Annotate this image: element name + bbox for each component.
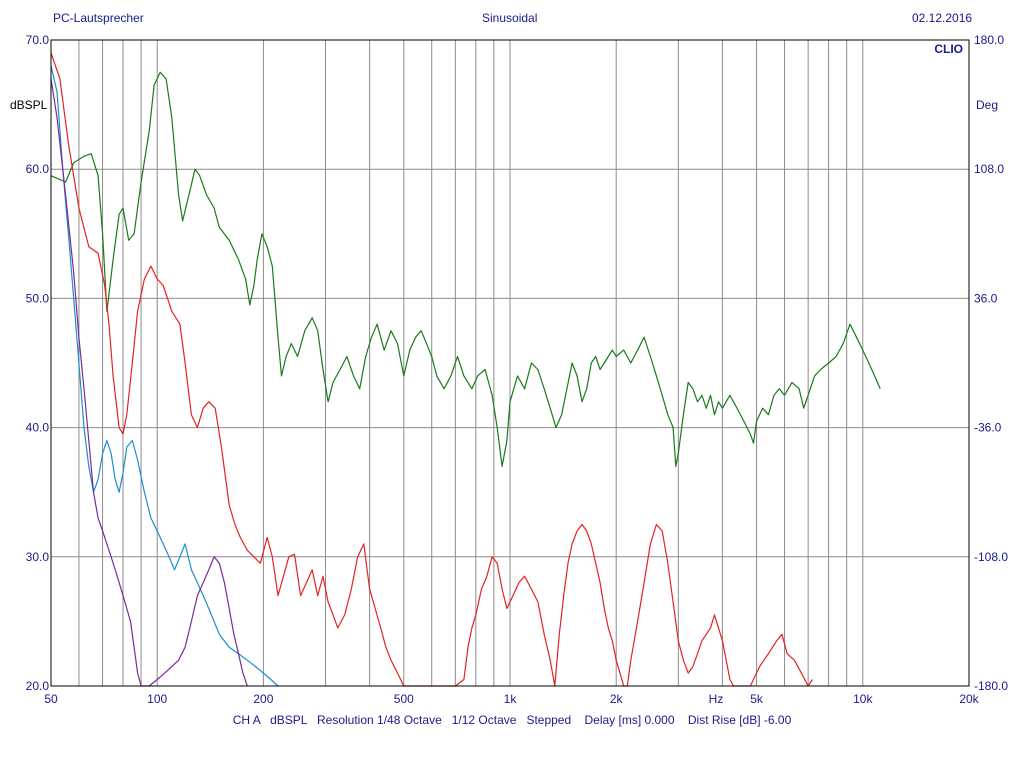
series-line — [50, 52, 813, 687]
x-tick-label: 50 — [44, 692, 58, 706]
y2-tick-label: 36.0 — [974, 291, 998, 305]
y2-tick-label: 108.0 — [974, 162, 1004, 176]
y-tick-label: 60.0 — [26, 162, 50, 176]
y2-tick-labels: 180.0 108.0 36.0 -36.0 -108.0 -180.0 — [974, 33, 1008, 693]
x-tick-label: 100 — [147, 692, 167, 706]
series-line — [50, 71, 881, 467]
header-date: 02.12.2016 — [912, 11, 973, 25]
header-mode: Sinusoidal — [482, 11, 538, 25]
y-tick-label: 30.0 — [26, 550, 50, 564]
y2-tick-label: -108.0 — [974, 550, 1008, 564]
y2-axis-label: Deg — [976, 98, 998, 112]
y-tick-label: 40.0 — [26, 421, 50, 435]
series-line — [50, 65, 279, 687]
y-tick-label: 50.0 — [26, 291, 50, 305]
y2-tick-label: -36.0 — [974, 421, 1002, 435]
y2-tick-label: -180.0 — [974, 679, 1008, 693]
x-tick-label: 10k — [853, 692, 873, 706]
x-tick-label: 20k — [959, 692, 979, 706]
footer-settings: CH A dBSPL Resolution 1/48 Octave 1/12 O… — [232, 713, 792, 727]
x-tick-label: 1k — [504, 692, 518, 706]
header-title: PC-Lautsprecher — [53, 11, 144, 25]
plot-frame — [50, 39, 970, 687]
x-tick-label: 5k — [750, 692, 764, 706]
y-tick-label: 70.0 — [26, 33, 50, 47]
y2-tick-label: 180.0 — [974, 33, 1004, 47]
y-tick-label: 20.0 — [26, 679, 50, 693]
series-group — [50, 52, 881, 687]
x-unit-label: Hz — [709, 692, 724, 706]
y-axis-label: dBSPL — [10, 98, 48, 112]
grid — [51, 40, 969, 686]
x-tick-label: 2k — [610, 692, 624, 706]
x-tick-labels: 50 100 200 500 1k 2k 5k 10k 20k — [44, 692, 979, 706]
x-tick-label: 500 — [394, 692, 414, 706]
series-line — [50, 78, 248, 687]
x-tick-label: 200 — [253, 692, 273, 706]
y-tick-labels: 70.0 60.0 50.0 40.0 30.0 20.0 — [26, 33, 50, 693]
brand-label: CLIO — [934, 42, 963, 56]
